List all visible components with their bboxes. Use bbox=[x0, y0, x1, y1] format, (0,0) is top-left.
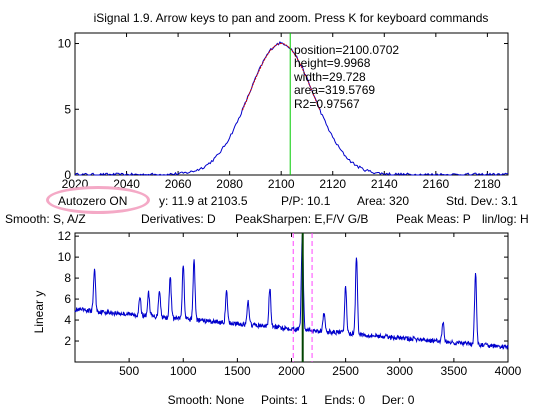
bottom-y-tick-label: 6 bbox=[64, 292, 71, 306]
peak-position-label: position=2100.0702 bbox=[294, 43, 400, 57]
bottom-x-tick-label: 3000 bbox=[386, 364, 413, 378]
std-dev-readout: Std. Dev.: 3.1 bbox=[446, 194, 518, 208]
peak-width-label: width=29.728 bbox=[294, 70, 366, 84]
top-y-tick-label: 10 bbox=[58, 37, 72, 51]
pp-readout: P/P: 10.1 bbox=[281, 194, 331, 208]
top-x-tick-label: 2060 bbox=[165, 177, 192, 191]
top-plot-frame bbox=[74, 32, 509, 176]
bottom-x-tick-label: 500 bbox=[119, 364, 139, 378]
top-signal-line bbox=[74, 41, 509, 176]
window-title: iSignal 1.9. Arrow keys to pan and zoom.… bbox=[93, 11, 489, 25]
top-x-tick-label: 2080 bbox=[216, 177, 243, 191]
autozero-highlight bbox=[46, 186, 150, 214]
smooth-controls: Smooth: S, A/Z bbox=[5, 212, 86, 226]
bottom-x-tick-label: 4000 bbox=[495, 364, 522, 378]
bottom-x-tick-label: 1500 bbox=[224, 364, 251, 378]
top-x-tick-label: 2180 bbox=[474, 177, 501, 191]
top-y-tick-label: 5 bbox=[64, 102, 71, 116]
points-status: Points: 1 bbox=[260, 393, 308, 407]
derivative-controls: Derivatives: D bbox=[141, 212, 216, 226]
top-x-tick-label: 2100 bbox=[268, 177, 295, 191]
bottom-signal-line bbox=[74, 235, 509, 350]
bottom-y-tick-label: 10 bbox=[58, 250, 72, 264]
bottom-y-tick-label: 12 bbox=[58, 229, 72, 243]
peakmeas-controls: Peak Meas: P bbox=[396, 212, 471, 226]
top-x-tick-label: 2160 bbox=[422, 177, 449, 191]
bottom-x-tick-label: 2500 bbox=[332, 364, 359, 378]
bottom-y-tick-label: 8 bbox=[64, 271, 71, 285]
bottom-chart-axes bbox=[74, 232, 509, 363]
bottom-x-tick-label: 1000 bbox=[170, 364, 197, 378]
bottom-y-axis-label: Linear y bbox=[32, 291, 46, 334]
top-fit-line bbox=[242, 42, 321, 111]
top-x-tick-label: 2140 bbox=[371, 177, 398, 191]
smooth-status: Smooth: None bbox=[167, 393, 245, 407]
bottom-x-tick-label: 2000 bbox=[278, 364, 305, 378]
area-readout: Area: 320 bbox=[357, 194, 410, 208]
der-status: Der: 0 bbox=[381, 393, 415, 407]
y-at-readout: y: 11.9 at 2103.5 bbox=[159, 194, 248, 208]
peaksharpen-controls: PeakSharpen: E,F/V G/B bbox=[235, 212, 369, 226]
top-y-tick-label: 0 bbox=[64, 168, 71, 182]
linlog-controls: lin/log: H bbox=[482, 212, 529, 226]
peak-area-label: area=319.5769 bbox=[294, 83, 376, 97]
bottom-y-tick-label: 2 bbox=[64, 334, 71, 348]
bottom-x-tick-label: 3500 bbox=[441, 364, 468, 378]
peak-height-label: height=9.9968 bbox=[294, 56, 371, 70]
peak-r2-label: R2=0.97567 bbox=[294, 97, 360, 111]
bottom-y-tick-label: 4 bbox=[64, 313, 71, 327]
bottom-status-row: Smooth: None Points: 1 Ends: 0 Der: 0 bbox=[0, 393, 560, 407]
top-x-tick-label: 2120 bbox=[319, 177, 346, 191]
ends-status: Ends: 0 bbox=[324, 393, 366, 407]
